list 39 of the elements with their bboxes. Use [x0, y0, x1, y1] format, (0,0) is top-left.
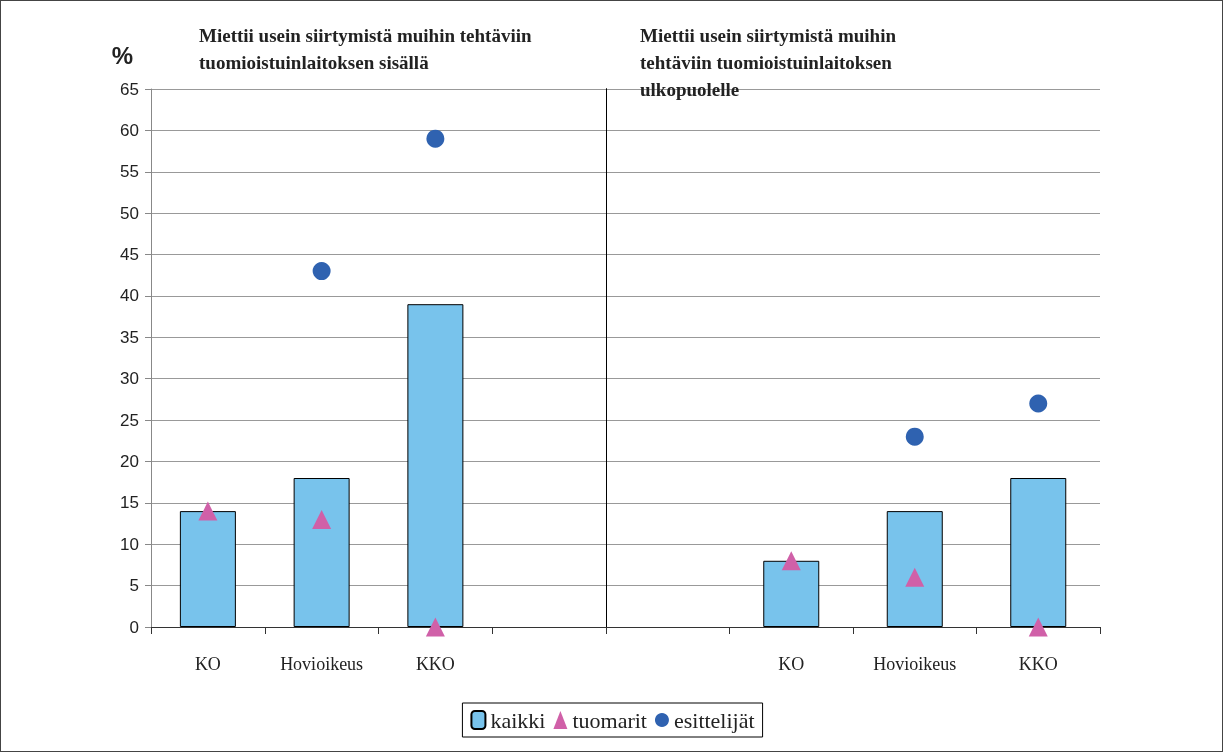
y-tick-label: 25	[120, 410, 139, 430]
y-tick-label: 55	[120, 162, 139, 182]
point	[312, 262, 331, 281]
y-tick-label: 0	[129, 617, 139, 637]
bar	[293, 478, 350, 627]
point	[905, 567, 925, 587]
y-tick-label: 40	[120, 286, 139, 306]
y-tick-label: 30	[120, 369, 139, 389]
y-tick-label: 35	[120, 327, 139, 347]
x-tick-label: Hovioikeus	[280, 654, 364, 674]
x-tick-label: KKO	[1018, 654, 1058, 674]
x-tick-label: KO	[778, 654, 805, 674]
point	[426, 129, 445, 148]
chart-title: Miettii usein siirtymistä muihin tehtäviin tuomioistuinlaitoksen sisällä	[199, 25, 537, 73]
legend-label: tuomarit	[572, 707, 647, 733]
point	[425, 617, 445, 637]
point	[312, 509, 332, 529]
point	[198, 501, 218, 521]
x-tick-label: Hovioikeus	[873, 654, 957, 674]
point	[781, 551, 801, 571]
point	[1029, 394, 1048, 413]
point	[905, 427, 924, 446]
y-tick-label: 60	[120, 120, 139, 140]
bar	[179, 511, 236, 627]
y-axis-title: %	[111, 41, 133, 69]
point	[1028, 617, 1048, 637]
y-tick-label: 20	[120, 451, 139, 471]
y-tick-label: 5	[129, 576, 139, 596]
x-tick-label: KKO	[415, 654, 455, 674]
chart-title: Miettii usein siirtymistä muihin tehtäviin tuomioistuinlaitoksen ulkopuolelle	[640, 25, 901, 100]
y-tick-label: 50	[120, 203, 139, 223]
legend-label: esittelijät	[673, 707, 755, 733]
y-tick-label: 45	[120, 245, 139, 265]
y-tick-label: 10	[120, 534, 139, 554]
x-tick-label: KO	[194, 654, 221, 674]
y-tick-label: 65	[120, 79, 139, 99]
legend-label: kaikki	[490, 707, 546, 733]
bar	[407, 304, 464, 627]
y-tick-label: 15	[120, 493, 139, 513]
